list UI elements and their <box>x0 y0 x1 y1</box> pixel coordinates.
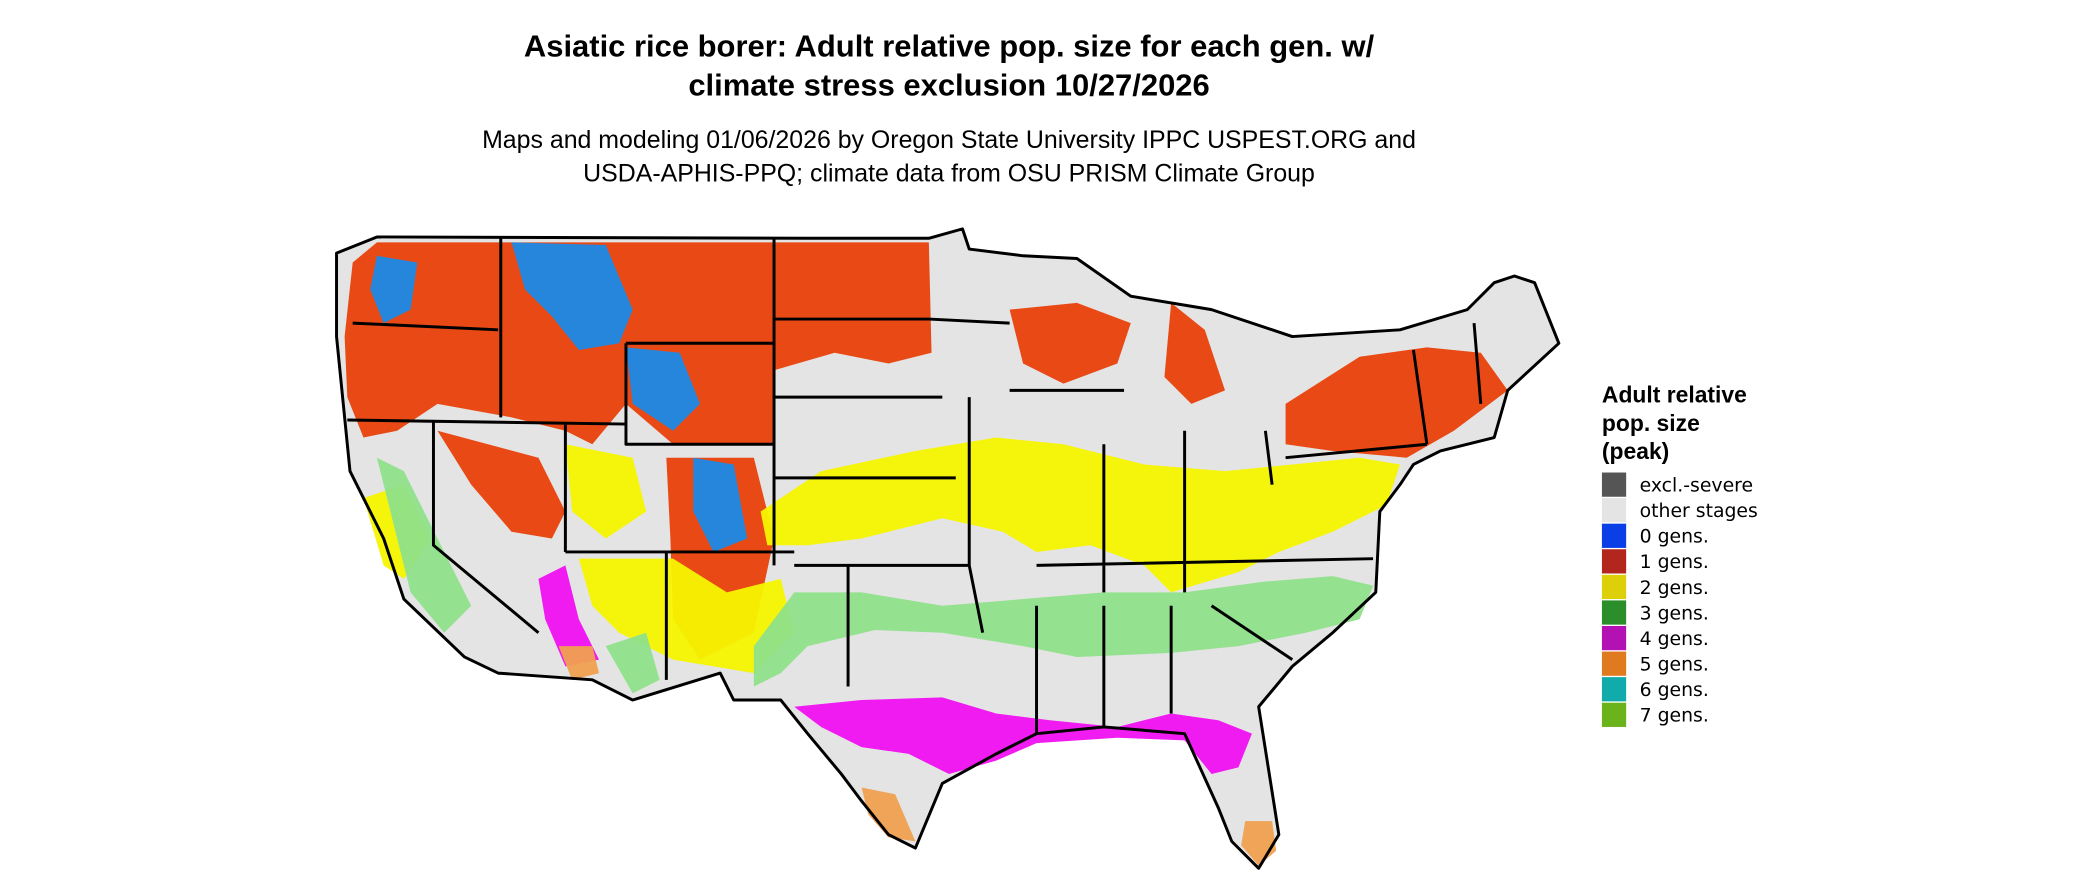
legend-swatch <box>1601 523 1627 548</box>
region-5gen <box>1241 821 1277 866</box>
region-5gen <box>861 787 916 842</box>
us-border <box>335 227 1561 870</box>
legend-swatch <box>1601 677 1627 702</box>
legend-swatch <box>1601 651 1627 676</box>
region-2gen <box>565 444 647 539</box>
legend-swatch <box>1601 472 1627 497</box>
legend-title-line: (peak) <box>1602 438 1669 464</box>
legend-label: 3 gens. <box>1640 603 1709 624</box>
legend-label: other stages <box>1640 501 1758 522</box>
legend-title-line: Adult relative <box>1602 382 1747 408</box>
state-lines <box>347 238 1483 734</box>
subtitle-line: USDA-APHIS-PPQ; climate data from OSU PR… <box>583 160 1315 188</box>
legend-label: 5 gens. <box>1640 655 1709 676</box>
region-3gen <box>605 632 660 694</box>
legend-swatch <box>1601 574 1627 600</box>
region-1gen <box>1009 302 1131 384</box>
region-2gen <box>760 437 1400 593</box>
region-3gen <box>376 457 472 633</box>
region-4gen <box>794 697 1252 775</box>
region-1gen <box>1285 347 1508 458</box>
legend-label: 1 gens. <box>1640 552 1709 573</box>
region-3gen <box>753 576 1374 687</box>
map <box>335 227 1561 870</box>
legend-label: 6 gens. <box>1640 680 1709 701</box>
legend-swatch <box>1601 549 1627 574</box>
region-0gen <box>625 347 700 431</box>
legend-label: 2 gens. <box>1640 578 1709 599</box>
legend-label: 4 gens. <box>1640 629 1709 650</box>
legend-label: 0 gens. <box>1640 527 1709 548</box>
title-line: Asiatic rice borer: Adult relative pop. … <box>524 29 1375 64</box>
title-line: climate stress exclusion 10/27/2026 <box>688 68 1209 103</box>
subtitle-line: Maps and modeling 01/06/2026 by Oregon S… <box>482 126 1416 154</box>
legend-label: 7 gens. <box>1640 706 1709 727</box>
legend-title-line: pop. size <box>1602 410 1700 436</box>
region-0gen <box>370 255 418 324</box>
region-4gen <box>538 565 600 667</box>
legend-label: excl.-severe <box>1640 475 1753 496</box>
region-0gen <box>511 242 633 351</box>
legend-swatch <box>1601 498 1627 523</box>
legend: Adult relative pop. size (peak) excl.-se… <box>1601 382 1758 727</box>
region-2gen <box>578 558 795 674</box>
region-1gen <box>1164 302 1225 404</box>
legend-swatch <box>1601 600 1627 625</box>
region-1gen <box>437 430 566 539</box>
region-0gen <box>693 457 748 552</box>
legend-swatch <box>1601 625 1627 651</box>
legend-swatch <box>1601 702 1627 727</box>
